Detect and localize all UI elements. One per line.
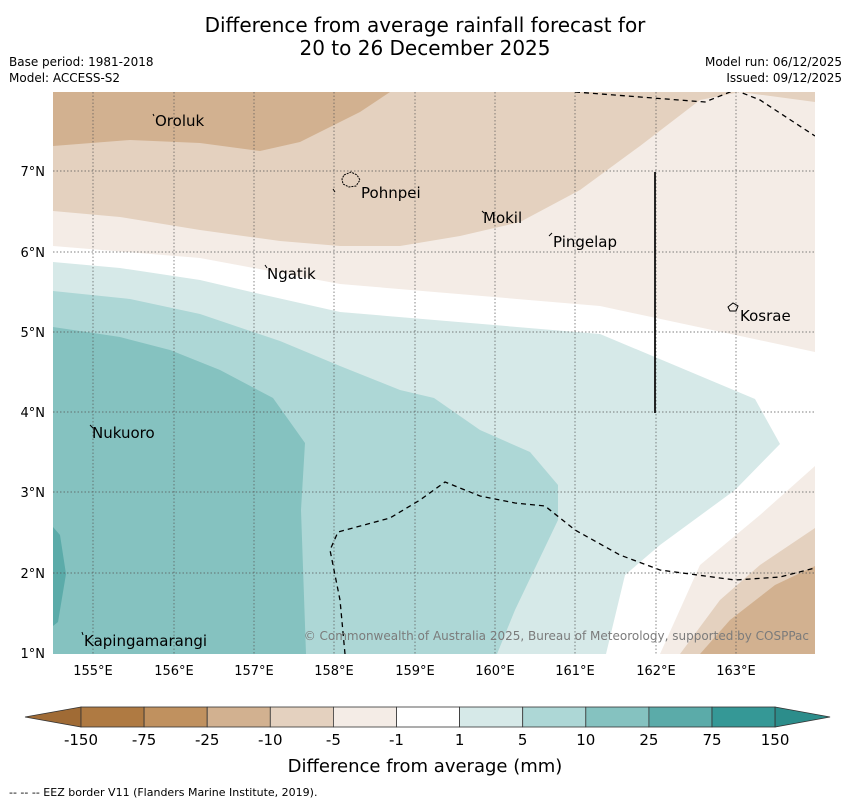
- colorbar-segment: [206, 706, 271, 728]
- lat-labels: 1°N 2°N 3°N 4°N 5°N 6°N 7°N: [21, 165, 46, 662]
- colorbar-segments: [24, 706, 831, 728]
- pingelap-atoll-icon: [548, 232, 553, 237]
- lat-label-1n: 1°N: [21, 647, 46, 662]
- colorbar-tick-label: 10: [576, 731, 595, 749]
- model-run-text: Model run: 06/12/2025: [704, 55, 842, 69]
- eez-borders: [329, 92, 815, 654]
- colorbar-segment: [269, 706, 334, 728]
- lon-label-162e: 162°E: [636, 664, 676, 679]
- lon-label-160e: 160°E: [475, 664, 515, 679]
- meta-right: Model run: 06/12/2025 Issued: 09/12/2025: [705, 54, 842, 86]
- issued-text: Issued: 09/12/2025: [726, 71, 842, 85]
- nukuoro-atoll-icon: [89, 424, 94, 429]
- lat-label-4n: 4°N: [21, 406, 46, 421]
- colorbar-segment: [585, 706, 650, 728]
- lon-labels: 155°E 156°E 157°E 158°E 159°E 160°E 161°…: [73, 664, 756, 679]
- lon-label-159e: 159°E: [395, 664, 435, 679]
- rainfall-map: Oroluk Pohnpei Mokil Pingelap Ngatik Kos…: [21, 92, 815, 679]
- lon-label-161e: 161°E: [555, 664, 595, 679]
- colorbar-tick-label: 1: [455, 731, 465, 749]
- colorbar-tick-label: 25: [639, 731, 658, 749]
- kosrae-island-icon: [727, 302, 739, 312]
- gridlines: [53, 92, 815, 654]
- title-line-2: 20 to 26 December 2025: [299, 36, 551, 60]
- place-label-nukuoro: Nukuoro: [92, 424, 155, 442]
- colorbar-tick-label: 5: [518, 731, 528, 749]
- islands: [81, 113, 739, 636]
- colorbar-extend-low: [24, 706, 82, 728]
- band-plus25: [53, 327, 306, 654]
- base-period-text: Base period: 1981-2018: [9, 55, 154, 69]
- lon-label-156e: 156°E: [154, 664, 194, 679]
- kapingamarangi-atoll-icon: [81, 631, 84, 636]
- colorbar-tick-label: -5: [326, 731, 341, 749]
- colorbar-segment: [711, 706, 776, 728]
- place-label-kosrae: Kosrae: [740, 307, 791, 325]
- title-line-1: Difference from average rainfall forecas…: [204, 13, 646, 37]
- colorbar-tick-label: 75: [702, 731, 721, 749]
- band-minus25-se: [700, 566, 815, 654]
- pohnpei-islet-icon: [332, 188, 336, 193]
- colorbar-tick-label: -25: [195, 731, 220, 749]
- lat-label-5n: 5°N: [21, 326, 46, 341]
- colorbar-segment: [80, 706, 145, 728]
- place-labels: Oroluk Pohnpei Mokil Pingelap Ngatik Kos…: [84, 112, 791, 650]
- colorbar-tick-label: 150: [761, 731, 790, 749]
- colorbar-segment: [459, 706, 524, 728]
- meta-left: Base period: 1981-2018 Model: ACCESS-S2: [9, 54, 154, 86]
- colorbar-tick-label: -75: [132, 731, 157, 749]
- place-label-pingelap: Pingelap: [553, 233, 617, 251]
- colorbar-label: Difference from average (mm): [288, 756, 563, 777]
- eez-border-south: [329, 481, 815, 654]
- place-label-kapingamarangi: Kapingamarangi: [84, 632, 207, 650]
- band-minus25: [53, 92, 390, 151]
- lon-label-158e: 158°E: [314, 664, 354, 679]
- colorbar-segment: [522, 706, 587, 728]
- colorbar-tick-label: -10: [258, 731, 283, 749]
- place-label-mokil: Mokil: [483, 209, 522, 227]
- model-text: Model: ACCESS-S2: [9, 71, 121, 85]
- map-field: Oroluk Pohnpei Mokil Pingelap Ngatik Kos…: [53, 92, 815, 654]
- lon-label-155e: 155°E: [73, 664, 113, 679]
- colorbar-extend-high: [774, 706, 831, 728]
- band-plus75: [53, 527, 66, 626]
- ngatik-atoll-icon: [264, 264, 268, 269]
- eez-border-north: [574, 92, 815, 137]
- lon-label-157e: 157°E: [234, 664, 274, 679]
- lat-label-7n: 7°N: [21, 165, 46, 180]
- chart-title: Difference from average rainfall forecas…: [0, 14, 850, 60]
- colorbar-tick-label: -1: [389, 731, 404, 749]
- lat-label-3n: 3°N: [21, 486, 46, 501]
- lon-label-163e: 163°E: [716, 664, 756, 679]
- colorbar-segment: [332, 706, 397, 728]
- eez-footnote: -- -- -- EEZ border V11 (Flanders Marine…: [9, 786, 318, 799]
- colorbar-ticks: -150 -75 -25 -10 -5 -1 1 5 10 25 75 150: [64, 731, 789, 749]
- lat-label-6n: 6°N: [21, 246, 46, 261]
- place-label-oroluk: Oroluk: [155, 112, 204, 130]
- oroluk-atoll-icon: [152, 113, 155, 117]
- pohnpei-island-icon: [341, 171, 361, 188]
- lat-label-2n: 2°N: [21, 567, 46, 582]
- mokil-atoll-icon: [481, 210, 485, 214]
- colorbar-segment: [648, 706, 713, 728]
- place-label-pohnpei: Pohnpei: [361, 184, 421, 202]
- colorbar-segment: [143, 706, 208, 728]
- colorbar-segment: [396, 706, 460, 728]
- place-label-ngatik: Ngatik: [267, 265, 316, 283]
- colorbar-tick-label: -150: [64, 731, 98, 749]
- copyright-notice: © Commonwealth of Australia 2025, Bureau…: [304, 629, 809, 643]
